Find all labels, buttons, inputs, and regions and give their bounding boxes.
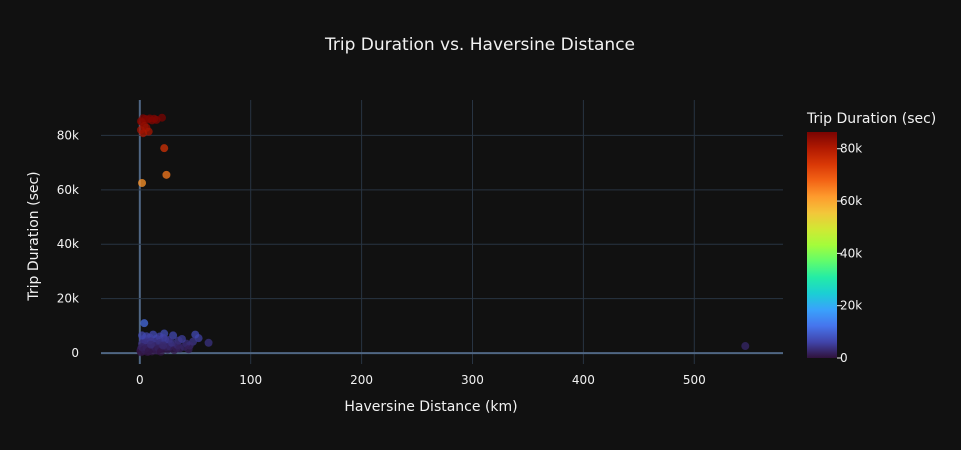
- colorbar-ticks: 0 20k 40k 60k 80k: [837, 142, 862, 365]
- chart-title: Trip Duration vs. Haversine Distance: [324, 35, 635, 55]
- x-tick-label: 300: [461, 373, 484, 387]
- data-point: [156, 347, 165, 356]
- data-point: [204, 338, 213, 347]
- colorbar-tick-label: 0: [840, 351, 848, 365]
- colorbar-tick-label: 40k: [840, 246, 862, 260]
- y-tick-label: 40k: [57, 237, 79, 251]
- data-point: [146, 340, 155, 349]
- y-axis-ticks: 0 20k 40k 60k 80k: [57, 128, 79, 360]
- y-tick-label: 0: [71, 346, 79, 360]
- data-point: [741, 342, 750, 351]
- data-point: [157, 113, 166, 122]
- y-tick-label: 60k: [57, 183, 79, 197]
- data-point: [144, 347, 153, 356]
- data-points: [136, 113, 750, 357]
- grid: [101, 100, 783, 364]
- colorbar-tick-label: 20k: [840, 299, 862, 313]
- x-tick-label: 0: [136, 373, 144, 387]
- data-point: [162, 170, 171, 179]
- x-tick-label: 400: [572, 373, 595, 387]
- data-point: [160, 144, 169, 153]
- x-tick-label: 500: [683, 373, 706, 387]
- x-axis-title: Haversine Distance (km): [344, 399, 517, 415]
- data-point: [191, 330, 200, 339]
- y-axis-title: Trip Duration (sec): [26, 171, 42, 301]
- colorbar-gradient: [807, 132, 837, 358]
- data-point: [140, 319, 149, 328]
- data-point: [138, 331, 147, 340]
- colorbar-tick-label: 80k: [840, 142, 862, 156]
- data-point: [138, 179, 147, 188]
- data-point: [184, 345, 193, 354]
- colorbar: Trip Duration (sec) 0 20k 40k 60k 80k: [806, 111, 936, 365]
- data-point: [159, 341, 168, 350]
- x-tick-label: 100: [239, 373, 262, 387]
- x-tick-label: 200: [350, 373, 373, 387]
- y-tick-label: 80k: [57, 128, 79, 142]
- x-axis-ticks: 0 100 200 300 400 500: [136, 373, 706, 387]
- colorbar-title: Trip Duration (sec): [806, 111, 936, 127]
- y-tick-label: 20k: [57, 292, 79, 306]
- data-point: [136, 125, 145, 134]
- colorbar-tick-label: 60k: [840, 194, 862, 208]
